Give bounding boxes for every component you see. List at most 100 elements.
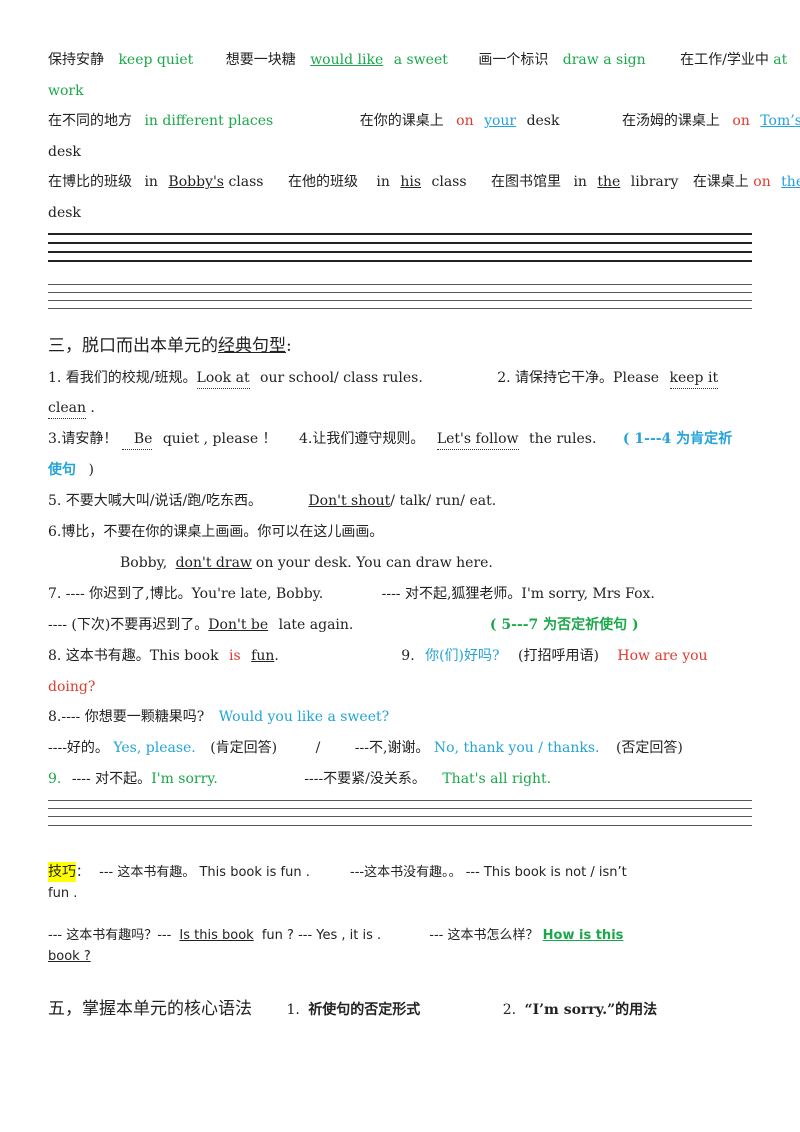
s9b-cn: ---- 对不起。 bbox=[71, 771, 152, 787]
s8c-yes-en: Yes, please. bbox=[113, 740, 196, 756]
grammar-2-num: 2. bbox=[502, 1002, 517, 1018]
s8c-no-en: No, thank you / thanks. bbox=[433, 740, 600, 756]
tips-label: 技巧 bbox=[48, 862, 76, 882]
s5-en: / talk/ run/ eat. bbox=[390, 493, 497, 509]
tips-l2-book: book ? bbox=[48, 949, 91, 964]
s7b-blank: Don't be bbox=[208, 617, 269, 633]
writing-line bbox=[48, 260, 752, 262]
en-on: on bbox=[456, 113, 474, 129]
writing-line bbox=[48, 816, 752, 817]
tips-l2-c: --- 这本书怎么样？ bbox=[429, 928, 539, 943]
s2-cn: 2. 请保持它干净。Please bbox=[497, 370, 660, 386]
en-would-like: would like bbox=[310, 52, 384, 68]
vocab-row-3-cont: desk bbox=[48, 203, 752, 223]
grammar-2: “I’m sorry.”的用法 bbox=[524, 1002, 658, 1018]
s8c-slash: / bbox=[315, 740, 321, 756]
heading-underlined: 经典句型 bbox=[218, 336, 286, 356]
cn-bobbys-class: 在博比的班级 bbox=[48, 174, 132, 190]
s9-num: 9. bbox=[401, 648, 415, 664]
s8-is: is bbox=[229, 648, 241, 664]
en-work: work bbox=[48, 83, 84, 99]
en-toms: Tom’s bbox=[760, 113, 800, 129]
en-class-2: class bbox=[431, 174, 467, 190]
grammar-1-num: 1. bbox=[286, 1002, 300, 1018]
vocab-row-1: 保持安静 keep quiet 想要一块糖 would like a sweet… bbox=[48, 50, 787, 70]
en-desk-3: desk bbox=[48, 205, 81, 221]
en-in: in bbox=[144, 174, 158, 190]
cn-would-like: 想要一块糖 bbox=[225, 52, 296, 68]
note-negative-imperative: ( 5---7 为否定祈使句 ) bbox=[489, 617, 639, 633]
s7b-cn: ---- (下次)不要再迟到了。 bbox=[48, 617, 209, 633]
sentence-5: 5. 不要大喊大叫/说话/跑/吃东西。 Don't shout/ talk/ r… bbox=[48, 491, 752, 511]
cn-at-work: 在工作/学业中 bbox=[680, 52, 769, 68]
tips-line-2: --- 这本书有趣吗？--- Is this book fun ? --- Ye… bbox=[48, 926, 752, 946]
tips-l2-b: fun ? --- Yes , it is . bbox=[261, 928, 382, 943]
s9b-reply-en: That's all right. bbox=[442, 771, 552, 787]
s1-en: our school/ class rules. bbox=[260, 370, 423, 386]
writing-line bbox=[48, 825, 752, 826]
s6-en: on your desk. You can draw here. bbox=[255, 555, 493, 571]
cn-your-desk: 在你的课桌上 bbox=[359, 113, 444, 129]
s2-blank-2: clean bbox=[48, 398, 86, 419]
en-the-2: the bbox=[781, 174, 800, 190]
sentence-8-9: 8. 这本书有趣。This book is fun. 9. 你(们)好吗? (打… bbox=[48, 646, 752, 666]
s4-blank: Let's follow bbox=[436, 429, 519, 450]
tips-l2-how: How is this bbox=[542, 928, 624, 943]
cn-toms-desk: 在汤姆的课桌上 bbox=[621, 113, 720, 129]
en-keep-quiet: keep quiet bbox=[118, 52, 194, 68]
s3-cn: 3.请安静！ bbox=[48, 431, 118, 447]
s9b-reply-cn: ----不要紧/没关系。 bbox=[304, 771, 426, 787]
tips-line-2-cont: book ? bbox=[48, 947, 752, 967]
sentence-7b: ---- (下次)不要再迟到了。Don't be late again. ( 5… bbox=[48, 615, 752, 635]
s6-blank: don't draw bbox=[175, 555, 252, 571]
s9b-en: I'm sorry. bbox=[151, 771, 218, 787]
tips-l1-b: ---这本书没有趣。。 --- This book is not / isn’t bbox=[350, 865, 627, 880]
tips-l2-blank: Is this book bbox=[179, 928, 254, 943]
en-at: at bbox=[773, 52, 788, 68]
en-in-3: in bbox=[573, 174, 587, 190]
en-desk-2: desk bbox=[48, 144, 81, 160]
tips-l1-a: --- 这本书有趣。 This book is fun . bbox=[99, 865, 310, 880]
sentence-9b: 9. ---- 对不起。I'm sorry. ----不要紧/没关系。 That… bbox=[48, 769, 752, 789]
sentence-6: 6.博比，不要在你的课桌上画画。你可以在这儿画画。 bbox=[48, 522, 752, 542]
s9-en: How are you bbox=[617, 648, 708, 664]
cn-library: 在图书馆里 bbox=[491, 174, 561, 190]
s8-period: . bbox=[274, 648, 279, 664]
sentence-9-cont: doing? bbox=[48, 677, 752, 697]
s6-cn: 6.博比，不要在你的课桌上画画。你可以在这儿画画。 bbox=[48, 524, 384, 540]
cn-his-class: 在他的班级 bbox=[287, 174, 358, 190]
s2-period: . bbox=[90, 400, 95, 416]
writing-line bbox=[48, 808, 752, 809]
s1-cn: 1. 看我们的校规/班规。 bbox=[48, 370, 197, 386]
tips-l2-a: --- 这本书有趣吗？--- bbox=[48, 928, 172, 943]
cn-draw-sign: 画一个标识 bbox=[478, 52, 549, 68]
heading-colon: : bbox=[286, 336, 292, 356]
en-class: class bbox=[228, 174, 264, 190]
en-a-sweet: a sweet bbox=[393, 52, 448, 68]
heading-text: 三，脱口而出本单元的 bbox=[48, 336, 218, 356]
s4-cn: 4.让我们遵守规则。 bbox=[299, 431, 425, 447]
en-your: your bbox=[484, 113, 517, 129]
en-desk: desk bbox=[526, 113, 560, 129]
writing-line bbox=[48, 292, 752, 293]
s4-en: the rules. bbox=[528, 431, 597, 447]
s7b-en: late again. bbox=[278, 617, 354, 633]
tips-line-1: 技巧： --- 这本书有趣。 This book is fun . ---这本书… bbox=[48, 862, 752, 883]
s8c-no-cn: ---不,谢谢。 bbox=[354, 740, 430, 756]
sentence-2-cont: clean . bbox=[48, 398, 752, 419]
en-in-2: in bbox=[376, 174, 390, 190]
section-5-heading: 五，掌握本单元的核心语法 bbox=[48, 999, 252, 1019]
cn-keep-quiet: 保持安静 bbox=[48, 52, 104, 68]
sentence-6-en: Bobby, don't draw on your desk. You can d… bbox=[120, 553, 752, 573]
vocab-row-2-cont: desk bbox=[48, 142, 752, 162]
writing-line bbox=[48, 308, 752, 309]
note-close-paren: ) bbox=[88, 462, 94, 478]
writing-line bbox=[48, 233, 752, 235]
s3-en: quiet , please ！ bbox=[162, 431, 277, 447]
s8-fun: fun bbox=[251, 648, 275, 664]
sentence-8b: 8.---- 你想要一颗糖果吗? Would you like a sweet? bbox=[48, 707, 752, 727]
s2-blank: keep it bbox=[669, 368, 719, 389]
s9-cn: 你(们)好吗? bbox=[425, 648, 500, 664]
section-3-heading: 三，脱口而出本单元的经典句型: bbox=[48, 336, 752, 356]
s8-cn: 8. 这本书有趣。This book bbox=[48, 648, 219, 664]
